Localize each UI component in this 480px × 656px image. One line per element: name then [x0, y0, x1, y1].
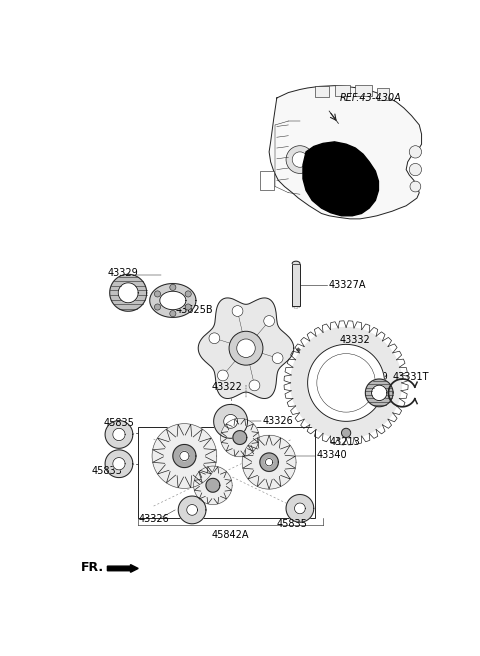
Text: 43322: 43322: [211, 382, 242, 392]
Circle shape: [232, 306, 243, 316]
Polygon shape: [221, 419, 259, 457]
Polygon shape: [265, 459, 273, 466]
Polygon shape: [224, 415, 238, 428]
Text: 43340: 43340: [317, 450, 348, 461]
Polygon shape: [113, 428, 125, 441]
Polygon shape: [372, 385, 387, 401]
Polygon shape: [291, 327, 402, 438]
Polygon shape: [365, 379, 393, 407]
Text: 45835: 45835: [277, 519, 308, 529]
Circle shape: [317, 354, 375, 412]
Polygon shape: [303, 142, 378, 216]
Text: 43327A: 43327A: [328, 280, 366, 290]
Polygon shape: [198, 298, 294, 398]
Polygon shape: [269, 86, 421, 219]
Polygon shape: [292, 261, 300, 264]
Polygon shape: [110, 274, 147, 311]
Text: 43328: 43328: [340, 341, 371, 351]
Polygon shape: [178, 496, 206, 523]
Polygon shape: [113, 458, 125, 470]
Text: 43332: 43332: [340, 335, 371, 345]
Circle shape: [272, 353, 283, 363]
Polygon shape: [118, 283, 138, 303]
Bar: [138, 427, 315, 518]
Circle shape: [155, 304, 161, 310]
FancyArrow shape: [108, 565, 138, 572]
Polygon shape: [173, 445, 196, 468]
Circle shape: [170, 310, 176, 317]
Circle shape: [237, 339, 255, 358]
Polygon shape: [308, 344, 384, 421]
Polygon shape: [160, 291, 186, 310]
Circle shape: [286, 146, 314, 173]
Circle shape: [170, 284, 176, 291]
Text: 43326: 43326: [138, 514, 169, 524]
Circle shape: [409, 163, 421, 176]
Circle shape: [185, 291, 191, 297]
Text: 43213: 43213: [329, 437, 360, 447]
Text: 43625B: 43625B: [175, 305, 213, 315]
Text: 45835: 45835: [92, 466, 123, 476]
Polygon shape: [206, 478, 220, 492]
Text: REF.43-430A: REF.43-430A: [340, 93, 402, 103]
Text: 45842A: 45842A: [212, 529, 249, 539]
Polygon shape: [180, 451, 189, 461]
Text: 43329: 43329: [358, 373, 388, 382]
Polygon shape: [295, 503, 305, 514]
Circle shape: [229, 331, 263, 365]
Polygon shape: [152, 424, 217, 488]
Polygon shape: [286, 495, 314, 522]
Circle shape: [155, 291, 161, 297]
Circle shape: [292, 152, 308, 167]
Circle shape: [409, 146, 421, 158]
Polygon shape: [105, 420, 133, 448]
Polygon shape: [214, 405, 248, 438]
Text: 43326: 43326: [263, 416, 294, 426]
Text: 43331T: 43331T: [392, 373, 429, 382]
Text: 45835: 45835: [104, 418, 134, 428]
Bar: [377, 88, 389, 100]
Bar: [292, 264, 300, 306]
Polygon shape: [193, 466, 232, 504]
Polygon shape: [187, 504, 197, 516]
Text: FR.: FR.: [81, 561, 104, 574]
Polygon shape: [150, 283, 196, 318]
Circle shape: [341, 428, 351, 438]
Text: 43329: 43329: [108, 268, 138, 277]
Bar: [335, 85, 350, 96]
Bar: [355, 85, 372, 96]
Bar: [315, 87, 329, 97]
Polygon shape: [233, 430, 247, 445]
Polygon shape: [105, 450, 133, 478]
Circle shape: [209, 333, 220, 344]
Circle shape: [264, 316, 275, 327]
Circle shape: [249, 380, 260, 391]
Circle shape: [410, 181, 421, 192]
Bar: [260, 171, 274, 190]
Polygon shape: [242, 435, 296, 489]
Circle shape: [185, 304, 191, 310]
Polygon shape: [260, 453, 278, 472]
Circle shape: [217, 370, 228, 381]
